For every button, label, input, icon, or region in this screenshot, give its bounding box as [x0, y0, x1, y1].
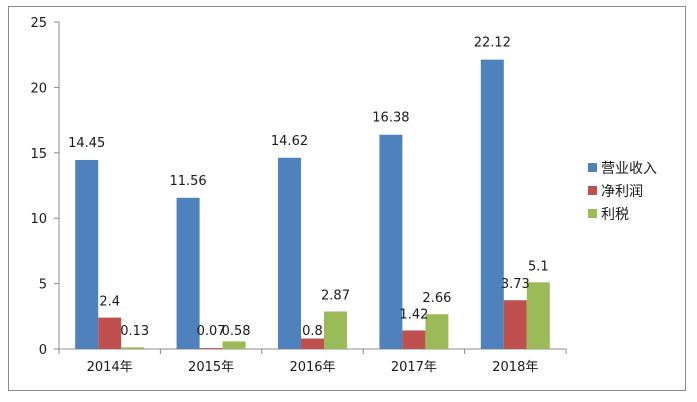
data-label: 0.58 [222, 324, 251, 339]
legend-swatch [588, 163, 597, 172]
bar [402, 330, 426, 349]
bar [121, 347, 145, 349]
bar [301, 338, 324, 349]
y-tick-label: 25 [30, 16, 47, 31]
data-label: 14.45 [68, 136, 105, 151]
bar [98, 317, 122, 349]
y-tick-label: 15 [30, 147, 47, 162]
y-axis: 0 5 10 15 20 25 [30, 16, 60, 358]
bar [222, 341, 246, 349]
data-label: 16.38 [372, 111, 409, 126]
y-tick-label: 20 [30, 81, 47, 96]
data-label: 2.66 [422, 291, 451, 306]
bar [503, 300, 527, 349]
data-label: 22.12 [474, 36, 511, 51]
bar [379, 134, 403, 349]
data-labels: 14.45 2.40.13 11.56 0.070.58 14.62 0.8 2.87 16.… [68, 36, 549, 339]
data-label: 3.73 [501, 277, 530, 292]
data-label: 1.42 [399, 307, 428, 322]
data-label: 14.62 [271, 134, 308, 149]
data-label: 11.56 [169, 174, 206, 189]
data-label: 0.8 [302, 324, 323, 339]
bar [278, 157, 301, 349]
data-label: 2.87 [321, 288, 350, 303]
data-label: 0.07 [197, 324, 226, 339]
bar [176, 197, 200, 349]
legend-label: 营业收入 [601, 161, 657, 177]
x-axis: 2014年 2015年 2016年 2017年 2018年 [58, 348, 567, 375]
legend-swatch [588, 186, 597, 195]
data-label: 0.13 [120, 324, 149, 339]
bars [75, 59, 550, 349]
data-label: 2.4 [99, 295, 120, 310]
x-tick-label: 2018年 [492, 360, 538, 375]
y-tick-label: 0 [39, 343, 47, 358]
x-tick-label: 2017年 [391, 360, 437, 375]
bar [425, 314, 449, 349]
bar [526, 282, 550, 349]
y-tick-label: 5 [39, 278, 47, 293]
y-tick-label: 10 [30, 212, 47, 227]
legend-label: 净利润 [601, 184, 643, 200]
bar [75, 159, 99, 349]
x-tick-label: 2016年 [289, 360, 335, 375]
bar [480, 59, 504, 349]
x-tick-label: 2014年 [87, 360, 133, 375]
data-label: 5.1 [528, 259, 549, 274]
legend-label: 利税 [601, 207, 629, 223]
bar [324, 311, 347, 349]
x-tick-label: 2015年 [188, 360, 234, 375]
legend-swatch [588, 209, 597, 218]
bar [199, 348, 223, 349]
